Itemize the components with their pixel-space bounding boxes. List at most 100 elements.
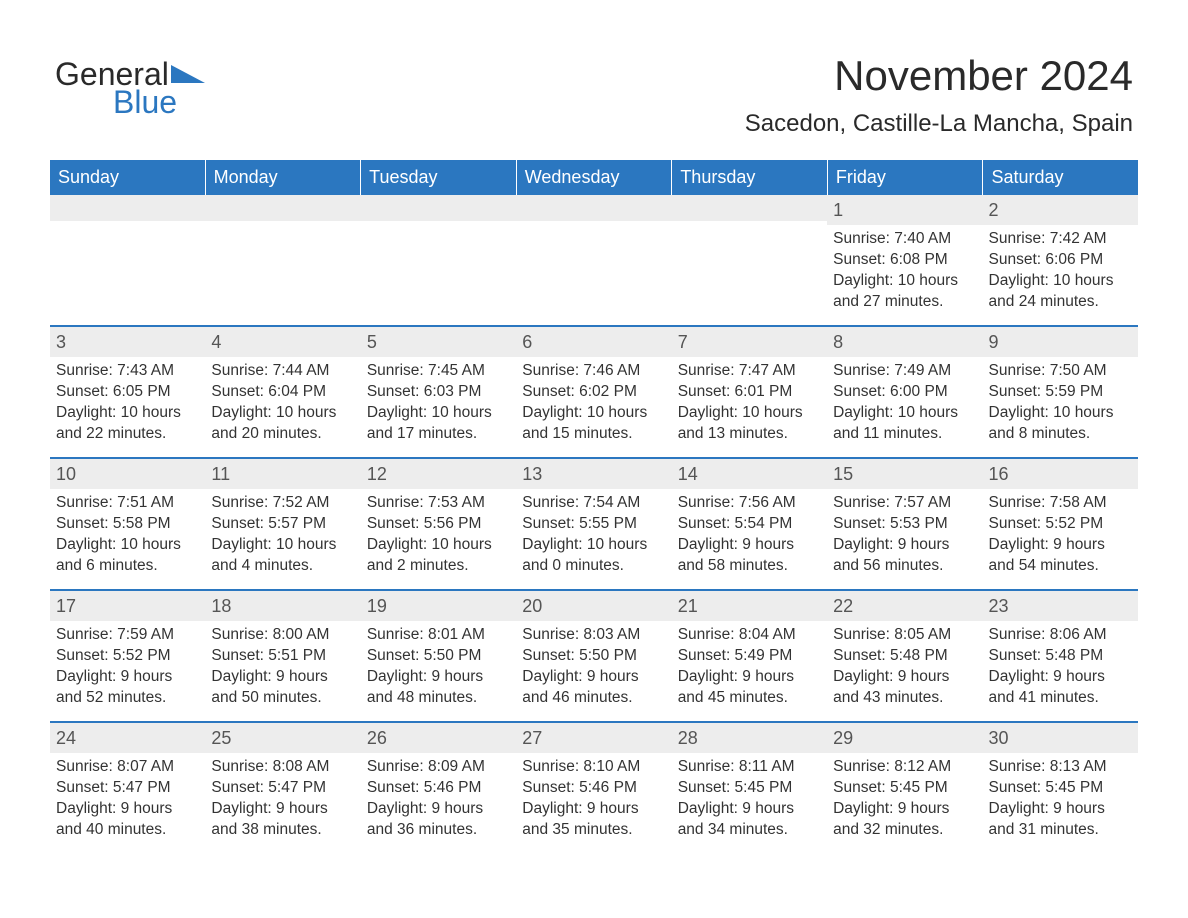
sunrise-text: Sunrise: 8:09 AM: [367, 757, 510, 778]
sunset-text: Sunset: 5:52 PM: [56, 646, 199, 667]
day-number: 4: [205, 327, 360, 357]
day-cell: 25Sunrise: 8:08 AMSunset: 5:47 PMDayligh…: [205, 723, 360, 853]
sunrise-text: Sunrise: 7:45 AM: [367, 361, 510, 382]
sunset-text: Sunset: 6:01 PM: [678, 382, 821, 403]
sunrise-text: Sunrise: 7:54 AM: [522, 493, 665, 514]
sunset-text: Sunset: 5:48 PM: [833, 646, 976, 667]
day-header: Thursday: [672, 160, 828, 195]
day-header-row: Sunday Monday Tuesday Wednesday Thursday…: [50, 160, 1138, 195]
daylight-text: Daylight: 9 hours and 41 minutes.: [989, 667, 1132, 709]
day-number: 15: [827, 459, 982, 489]
sunset-text: Sunset: 5:49 PM: [678, 646, 821, 667]
day-cell: 10Sunrise: 7:51 AMSunset: 5:58 PMDayligh…: [50, 459, 205, 589]
sunset-text: Sunset: 5:47 PM: [56, 778, 199, 799]
day-cell: 16Sunrise: 7:58 AMSunset: 5:52 PMDayligh…: [983, 459, 1138, 589]
day-cell: [205, 195, 360, 325]
daylight-text: Daylight: 10 hours and 13 minutes.: [678, 403, 821, 445]
sunset-text: Sunset: 5:53 PM: [833, 514, 976, 535]
day-header: Friday: [828, 160, 984, 195]
daylight-text: Daylight: 9 hours and 58 minutes.: [678, 535, 821, 577]
sunrise-text: Sunrise: 7:52 AM: [211, 493, 354, 514]
sunset-text: Sunset: 5:48 PM: [989, 646, 1132, 667]
sunset-text: Sunset: 5:46 PM: [522, 778, 665, 799]
daylight-text: Daylight: 10 hours and 22 minutes.: [56, 403, 199, 445]
day-cell: 12Sunrise: 7:53 AMSunset: 5:56 PMDayligh…: [361, 459, 516, 589]
week-row: 1Sunrise: 7:40 AMSunset: 6:08 PMDaylight…: [50, 195, 1138, 325]
daylight-text: Daylight: 9 hours and 38 minutes.: [211, 799, 354, 841]
day-cell: 30Sunrise: 8:13 AMSunset: 5:45 PMDayligh…: [983, 723, 1138, 853]
day-cell: 22Sunrise: 8:05 AMSunset: 5:48 PMDayligh…: [827, 591, 982, 721]
sunrise-text: Sunrise: 7:43 AM: [56, 361, 199, 382]
day-cell: 1Sunrise: 7:40 AMSunset: 6:08 PMDaylight…: [827, 195, 982, 325]
day-number: 13: [516, 459, 671, 489]
daylight-text: Daylight: 9 hours and 54 minutes.: [989, 535, 1132, 577]
daylight-text: Daylight: 10 hours and 15 minutes.: [522, 403, 665, 445]
sunrise-text: Sunrise: 8:00 AM: [211, 625, 354, 646]
daylight-text: Daylight: 9 hours and 40 minutes.: [56, 799, 199, 841]
sunrise-text: Sunrise: 8:12 AM: [833, 757, 976, 778]
sunrise-text: Sunrise: 7:46 AM: [522, 361, 665, 382]
daylight-text: Daylight: 9 hours and 32 minutes.: [833, 799, 976, 841]
daylight-text: Daylight: 9 hours and 31 minutes.: [989, 799, 1132, 841]
day-cell: 14Sunrise: 7:56 AMSunset: 5:54 PMDayligh…: [672, 459, 827, 589]
day-number: 21: [672, 591, 827, 621]
day-cell: [361, 195, 516, 325]
sunrise-text: Sunrise: 8:03 AM: [522, 625, 665, 646]
empty-band: [361, 195, 516, 221]
day-number: 28: [672, 723, 827, 753]
day-number: 22: [827, 591, 982, 621]
sunrise-text: Sunrise: 7:49 AM: [833, 361, 976, 382]
daylight-text: Daylight: 10 hours and 11 minutes.: [833, 403, 976, 445]
sunset-text: Sunset: 5:58 PM: [56, 514, 199, 535]
day-number: 19: [361, 591, 516, 621]
day-cell: 9Sunrise: 7:50 AMSunset: 5:59 PMDaylight…: [983, 327, 1138, 457]
daylight-text: Daylight: 10 hours and 17 minutes.: [367, 403, 510, 445]
week-row: 3Sunrise: 7:43 AMSunset: 6:05 PMDaylight…: [50, 325, 1138, 457]
daylight-text: Daylight: 10 hours and 24 minutes.: [989, 271, 1132, 313]
page-title: November 2024: [745, 52, 1133, 100]
daylight-text: Daylight: 9 hours and 36 minutes.: [367, 799, 510, 841]
sunrise-text: Sunrise: 7:56 AM: [678, 493, 821, 514]
sunset-text: Sunset: 6:06 PM: [989, 250, 1132, 271]
day-number: 20: [516, 591, 671, 621]
daylight-text: Daylight: 10 hours and 8 minutes.: [989, 403, 1132, 445]
daylight-text: Daylight: 10 hours and 2 minutes.: [367, 535, 510, 577]
daylight-text: Daylight: 10 hours and 20 minutes.: [211, 403, 354, 445]
sunset-text: Sunset: 6:03 PM: [367, 382, 510, 403]
week-row: 24Sunrise: 8:07 AMSunset: 5:47 PMDayligh…: [50, 721, 1138, 853]
sunrise-text: Sunrise: 8:10 AM: [522, 757, 665, 778]
day-header: Sunday: [50, 160, 206, 195]
daylight-text: Daylight: 10 hours and 4 minutes.: [211, 535, 354, 577]
sunset-text: Sunset: 5:57 PM: [211, 514, 354, 535]
day-cell: 11Sunrise: 7:52 AMSunset: 5:57 PMDayligh…: [205, 459, 360, 589]
sunset-text: Sunset: 6:05 PM: [56, 382, 199, 403]
day-number: 9: [983, 327, 1138, 357]
sunset-text: Sunset: 6:08 PM: [833, 250, 976, 271]
day-number: 12: [361, 459, 516, 489]
sunrise-text: Sunrise: 7:58 AM: [989, 493, 1132, 514]
day-cell: 28Sunrise: 8:11 AMSunset: 5:45 PMDayligh…: [672, 723, 827, 853]
brand-flag-icon: [171, 65, 205, 85]
brand-logo: General Blue: [55, 58, 205, 118]
day-cell: [50, 195, 205, 325]
day-number: 30: [983, 723, 1138, 753]
day-number: 5: [361, 327, 516, 357]
day-cell: 20Sunrise: 8:03 AMSunset: 5:50 PMDayligh…: [516, 591, 671, 721]
day-cell: 17Sunrise: 7:59 AMSunset: 5:52 PMDayligh…: [50, 591, 205, 721]
day-cell: 19Sunrise: 8:01 AMSunset: 5:50 PMDayligh…: [361, 591, 516, 721]
sunrise-text: Sunrise: 7:51 AM: [56, 493, 199, 514]
sunset-text: Sunset: 5:59 PM: [989, 382, 1132, 403]
header-right: November 2024 Sacedon, Castille-La Manch…: [745, 52, 1133, 138]
day-cell: [672, 195, 827, 325]
sunrise-text: Sunrise: 7:47 AM: [678, 361, 821, 382]
daylight-text: Daylight: 9 hours and 52 minutes.: [56, 667, 199, 709]
empty-band: [50, 195, 205, 221]
sunset-text: Sunset: 5:46 PM: [367, 778, 510, 799]
day-number: 29: [827, 723, 982, 753]
sunset-text: Sunset: 6:00 PM: [833, 382, 976, 403]
sunset-text: Sunset: 5:55 PM: [522, 514, 665, 535]
empty-band: [672, 195, 827, 221]
sunset-text: Sunset: 6:04 PM: [211, 382, 354, 403]
sunrise-text: Sunrise: 8:06 AM: [989, 625, 1132, 646]
weeks-container: 1Sunrise: 7:40 AMSunset: 6:08 PMDaylight…: [50, 195, 1138, 853]
